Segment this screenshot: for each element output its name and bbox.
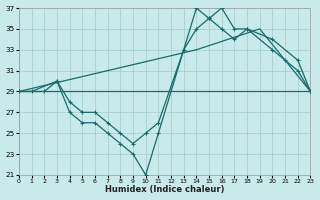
X-axis label: Humidex (Indice chaleur): Humidex (Indice chaleur) [105,185,224,194]
